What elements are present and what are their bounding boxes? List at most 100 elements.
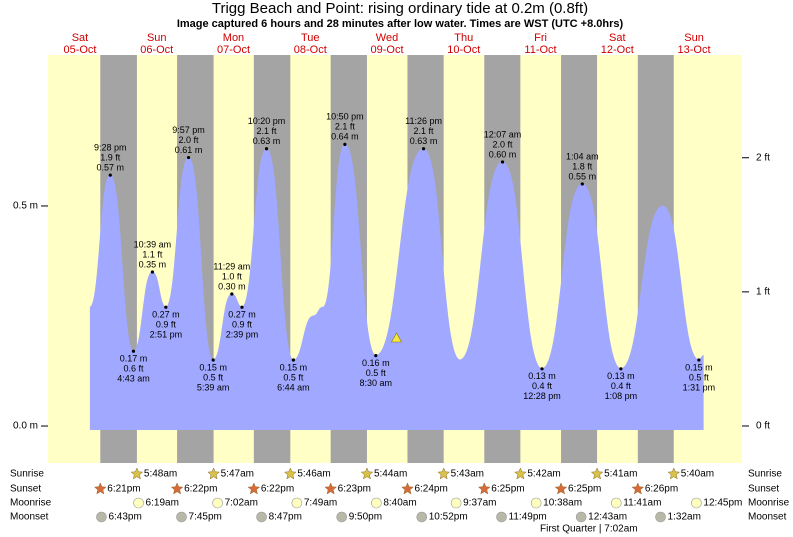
extreme-label: 0.17 m bbox=[120, 354, 148, 364]
sun-icon bbox=[360, 467, 374, 480]
extreme-label: 0.27 m bbox=[152, 310, 180, 320]
extreme-point bbox=[108, 173, 112, 177]
extreme-point bbox=[150, 270, 155, 274]
tide-fill bbox=[89, 144, 704, 431]
event-time: 6:19am bbox=[146, 498, 179, 509]
moon-icon bbox=[256, 511, 267, 523]
row-label: Moonrise bbox=[748, 498, 790, 509]
y-tick-label: 0.0 m bbox=[13, 421, 38, 432]
extreme-label: 0.27 m bbox=[228, 310, 256, 320]
sun-icon bbox=[477, 482, 491, 495]
y2-tick-label: 0 ft bbox=[756, 421, 770, 432]
extreme-label: 0.4 ft bbox=[532, 381, 553, 391]
day-label: Thu bbox=[454, 32, 473, 44]
date-label: 07-Oct bbox=[217, 44, 250, 56]
row-label: Sunrise bbox=[10, 469, 44, 480]
sun-icon bbox=[324, 482, 338, 495]
moon-icon bbox=[176, 511, 187, 523]
moon-icon bbox=[96, 511, 107, 523]
moon-icon bbox=[291, 497, 303, 509]
event-time: 9:50pm bbox=[349, 512, 382, 523]
event-time: 5:41am bbox=[604, 469, 637, 480]
date-label: 05-Oct bbox=[63, 44, 96, 56]
date-label: 13-Oct bbox=[678, 44, 711, 56]
chart-title: Trigg Beach and Point: rising ordinary t… bbox=[212, 0, 588, 17]
date-label: 10-Oct bbox=[447, 44, 480, 56]
extreme-label: 0.9 ft bbox=[156, 320, 177, 330]
moon-icon bbox=[575, 511, 587, 523]
row-label: Sunrise bbox=[748, 469, 782, 480]
event-time: 6:25pm bbox=[568, 484, 601, 495]
y2-tick-label: 1 ft bbox=[756, 287, 770, 298]
extreme-label: 8:30 am bbox=[360, 378, 393, 388]
extreme-label: 4:43 am bbox=[117, 374, 150, 384]
sun-icon bbox=[283, 467, 297, 480]
extreme-label: 0.57 m bbox=[97, 163, 125, 173]
event-time: 6:21pm bbox=[107, 484, 140, 495]
event-time: 5:48am bbox=[144, 469, 177, 480]
extreme-point bbox=[164, 305, 168, 309]
extreme-point bbox=[697, 358, 701, 362]
day-label: Fri bbox=[534, 32, 547, 44]
extreme-label: 5:39 am bbox=[197, 382, 230, 392]
extreme-point bbox=[211, 358, 215, 362]
event-time: 6:25pm bbox=[491, 484, 524, 495]
extreme-point bbox=[580, 182, 584, 186]
extreme-label: 0.61 m bbox=[175, 145, 203, 155]
extreme-label: 1:31 pm bbox=[683, 382, 716, 392]
sun-icon bbox=[401, 482, 414, 495]
extreme-label: 11:26 pm bbox=[405, 116, 442, 126]
extreme-label: 2:51 pm bbox=[150, 330, 183, 340]
date-label: 11-Oct bbox=[524, 44, 556, 56]
extreme-label: 11:29 am bbox=[213, 261, 250, 271]
event-time: 6:23pm bbox=[338, 484, 371, 495]
extreme-point bbox=[131, 349, 136, 353]
extreme-label: 0.16 m bbox=[362, 358, 390, 368]
moon-icon bbox=[691, 497, 702, 509]
event-time: 5:47am bbox=[221, 469, 254, 480]
moon-icon bbox=[655, 511, 666, 523]
day-label: Sun bbox=[684, 32, 704, 44]
event-time: 11:41am bbox=[623, 498, 661, 509]
event-time: 7:45pm bbox=[189, 512, 222, 523]
date-label: 06-Oct bbox=[140, 44, 173, 56]
extreme-label: 12:28 pm bbox=[523, 391, 561, 401]
moon-icon bbox=[496, 511, 507, 523]
tide-curve bbox=[89, 143, 704, 370]
extreme-label: 2.0 ft bbox=[493, 139, 514, 149]
y-tick-label: 0.5 m bbox=[13, 201, 38, 212]
row-label: Sunset bbox=[10, 484, 41, 495]
extreme-label: 2:39 pm bbox=[226, 330, 259, 340]
extreme-label: 1.0 ft bbox=[222, 271, 243, 281]
row-label: Moonrise bbox=[10, 498, 52, 509]
event-time: 5:40am bbox=[681, 469, 714, 480]
extreme-point bbox=[540, 367, 544, 371]
extreme-label: 10:39 am bbox=[134, 239, 172, 249]
row-label: Moonset bbox=[748, 512, 787, 523]
chart-subtitle: Image captured 6 hours and 28 minutes af… bbox=[177, 18, 624, 30]
extreme-point bbox=[291, 358, 295, 362]
extreme-label: 0.15 m bbox=[199, 362, 227, 372]
extreme-label: 0.15 m bbox=[280, 362, 308, 372]
extreme-label: 1.9 ft bbox=[100, 153, 121, 163]
event-time: 11:49pm bbox=[509, 512, 547, 523]
day-label: Sat bbox=[72, 32, 89, 44]
extreme-label: 0.13 m bbox=[528, 371, 556, 381]
event-time: 8:47pm bbox=[269, 512, 302, 523]
extreme-label: 2.1 ft bbox=[335, 122, 356, 132]
extreme-label: 6:44 am bbox=[277, 382, 310, 392]
extreme-label: 10:20 pm bbox=[248, 116, 286, 126]
row-label: Sunset bbox=[748, 484, 779, 495]
event-time: 6:22pm bbox=[184, 484, 217, 495]
day-label: Sat bbox=[609, 32, 626, 44]
current-marker bbox=[390, 332, 403, 343]
extreme-label: 0.9 ft bbox=[232, 320, 253, 330]
extreme-label: 1.1 ft bbox=[142, 249, 163, 259]
extreme-point bbox=[343, 142, 347, 146]
sun-icon bbox=[170, 482, 184, 495]
extreme-label: 2.1 ft bbox=[414, 126, 435, 136]
extreme-label: 0.60 m bbox=[489, 149, 517, 159]
extreme-label: 0.4 ft bbox=[611, 381, 632, 391]
extreme-point bbox=[374, 354, 378, 358]
event-time: 7:49am bbox=[304, 498, 337, 509]
